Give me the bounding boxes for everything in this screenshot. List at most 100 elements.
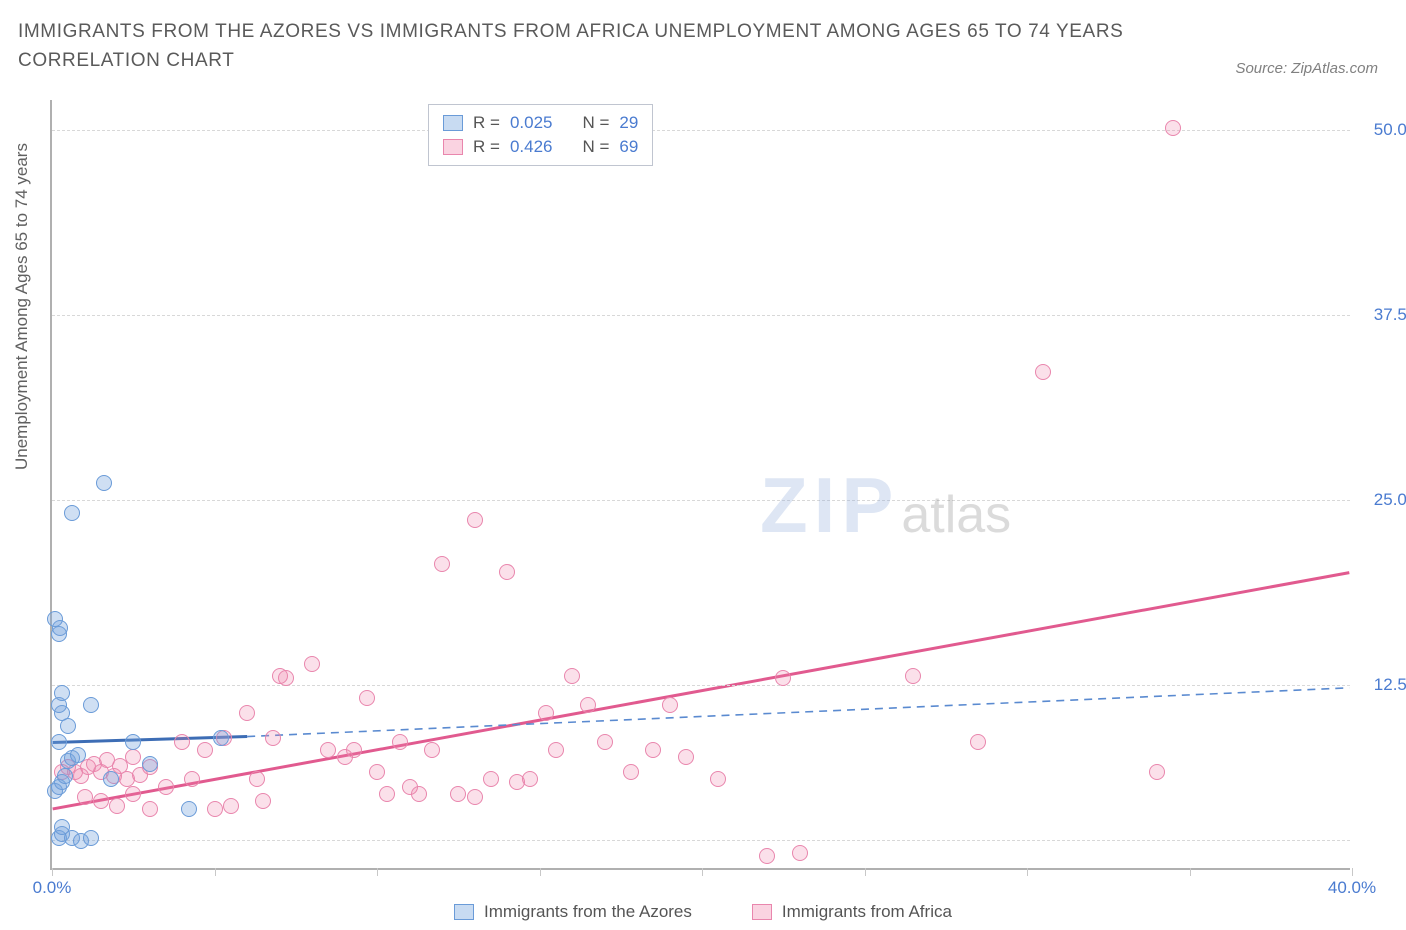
swatch-pink — [443, 139, 463, 155]
data-point — [346, 742, 362, 758]
data-point — [223, 798, 239, 814]
data-point — [379, 786, 395, 802]
data-point — [125, 734, 141, 750]
grid-line-h — [52, 840, 1350, 841]
data-point — [96, 475, 112, 491]
x-tick-label: 40.0% — [1328, 878, 1376, 898]
data-point — [597, 734, 613, 750]
legend-item-azores: Immigrants from the Azores — [454, 902, 692, 922]
r-label: R = — [473, 137, 500, 157]
data-point — [710, 771, 726, 787]
data-point — [450, 786, 466, 802]
trend-lines — [52, 100, 1350, 868]
x-tick — [215, 868, 216, 876]
data-point — [1165, 120, 1181, 136]
data-point — [142, 801, 158, 817]
data-point — [662, 697, 678, 713]
data-point — [905, 668, 921, 684]
data-point — [538, 705, 554, 721]
data-point — [255, 793, 271, 809]
data-point — [142, 756, 158, 772]
data-point — [83, 697, 99, 713]
data-point — [239, 705, 255, 721]
data-point — [424, 742, 440, 758]
x-tick-label: 0.0% — [33, 878, 72, 898]
y-axis-label: Unemployment Among Ages 65 to 74 years — [12, 143, 32, 470]
data-point — [174, 734, 190, 750]
grid-line-h — [52, 130, 1350, 131]
data-point — [522, 771, 538, 787]
y-tick-label: 12.5% — [1360, 675, 1406, 695]
swatch-pink — [752, 904, 772, 920]
data-point — [158, 779, 174, 795]
series-legend: Immigrants from the Azores Immigrants fr… — [0, 902, 1406, 922]
data-point — [369, 764, 385, 780]
grid-line-h — [52, 500, 1350, 501]
n-value-pink: 69 — [619, 137, 638, 157]
data-point — [125, 749, 141, 765]
n-label: N = — [582, 113, 609, 133]
legend-row-africa: R = 0.426 N = 69 — [443, 135, 638, 159]
data-point — [181, 801, 197, 817]
data-point — [1149, 764, 1165, 780]
data-point — [623, 764, 639, 780]
grid-line-h — [52, 315, 1350, 316]
data-point — [197, 742, 213, 758]
scatter-plot: 12.5%25.0%37.5%50.0%0.0%40.0% — [50, 100, 1350, 870]
legend-label-africa: Immigrants from Africa — [782, 902, 952, 922]
x-tick — [702, 868, 703, 876]
chart-title: IMMIGRANTS FROM THE AZORES VS IMMIGRANTS… — [18, 18, 1146, 75]
source-attribution: Source: ZipAtlas.com — [1235, 60, 1378, 77]
data-point — [213, 730, 229, 746]
n-label: N = — [582, 137, 609, 157]
data-point — [359, 690, 375, 706]
data-point — [125, 786, 141, 802]
x-tick — [1027, 868, 1028, 876]
data-point — [249, 771, 265, 787]
data-point — [499, 564, 515, 580]
x-tick — [540, 868, 541, 876]
data-point — [47, 611, 63, 627]
data-point — [392, 734, 408, 750]
x-tick — [1352, 868, 1353, 876]
data-point — [184, 771, 200, 787]
legend-label-azores: Immigrants from the Azores — [484, 902, 692, 922]
data-point — [83, 830, 99, 846]
data-point — [278, 670, 294, 686]
data-point — [320, 742, 336, 758]
data-point — [678, 749, 694, 765]
correlation-legend: R = 0.025 N = 29 R = 0.426 N = 69 — [428, 104, 653, 166]
data-point — [54, 685, 70, 701]
data-point — [1035, 364, 1051, 380]
y-tick-label: 37.5% — [1360, 305, 1406, 325]
data-point — [304, 656, 320, 672]
data-point — [759, 848, 775, 864]
r-label: R = — [473, 113, 500, 133]
data-point — [265, 730, 281, 746]
x-tick — [1190, 868, 1191, 876]
data-point — [580, 697, 596, 713]
swatch-blue — [454, 904, 474, 920]
x-tick — [865, 868, 866, 876]
grid-line-h — [52, 685, 1350, 686]
r-value-blue: 0.025 — [510, 113, 553, 133]
legend-row-azores: R = 0.025 N = 29 — [443, 111, 638, 135]
trend-line — [247, 688, 1349, 737]
data-point — [411, 786, 427, 802]
x-tick — [377, 868, 378, 876]
data-point — [207, 801, 223, 817]
y-tick-label: 25.0% — [1360, 490, 1406, 510]
x-tick — [52, 868, 53, 876]
data-point — [103, 771, 119, 787]
data-point — [51, 734, 67, 750]
data-point — [483, 771, 499, 787]
data-point — [792, 845, 808, 861]
legend-item-africa: Immigrants from Africa — [752, 902, 952, 922]
data-point — [564, 668, 580, 684]
y-tick-label: 50.0% — [1360, 120, 1406, 140]
n-value-blue: 29 — [619, 113, 638, 133]
data-point — [93, 793, 109, 809]
data-point — [467, 789, 483, 805]
data-point — [57, 768, 73, 784]
data-point — [775, 670, 791, 686]
